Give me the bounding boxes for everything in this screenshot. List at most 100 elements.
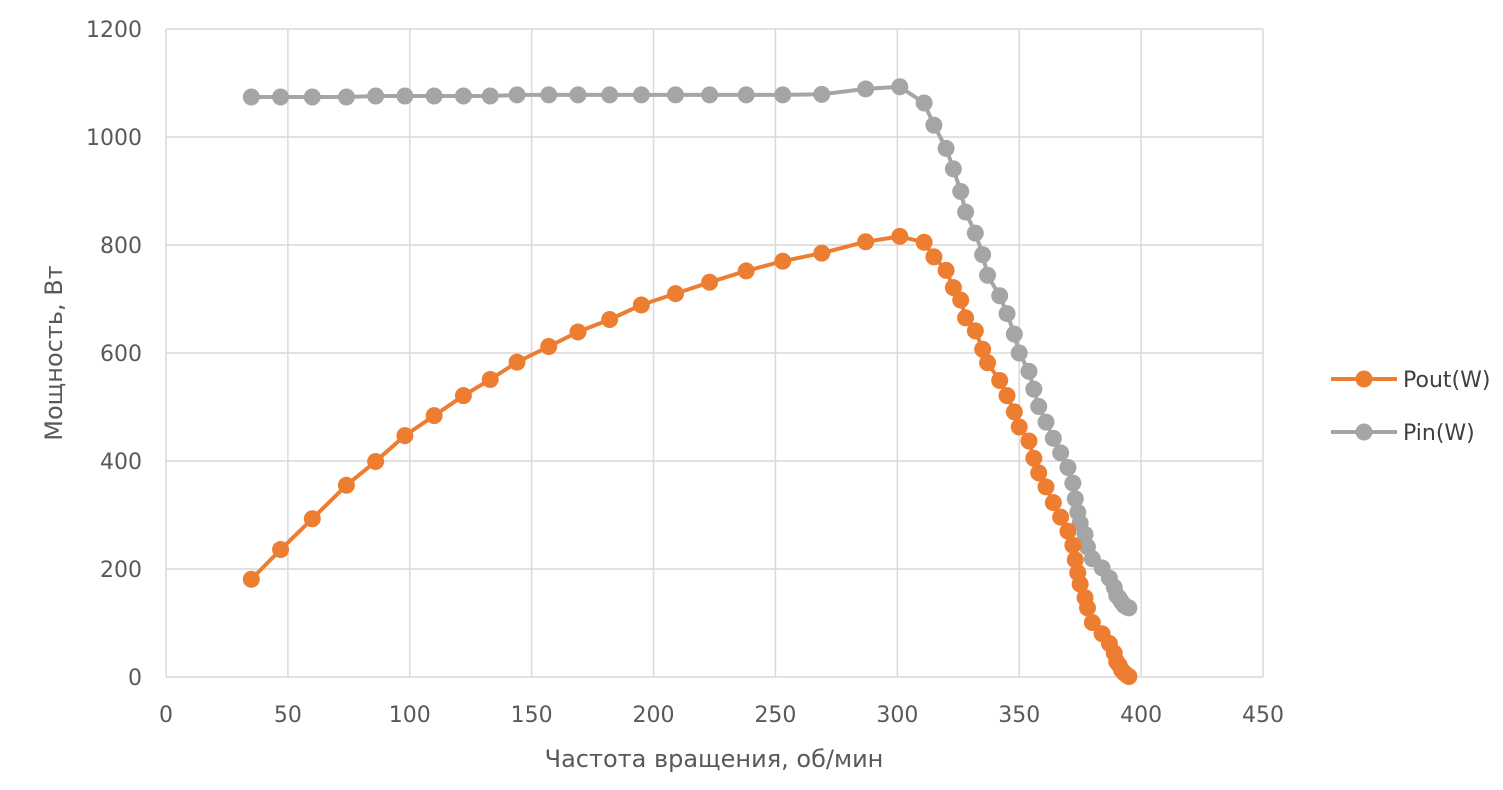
data-point bbox=[937, 261, 955, 279]
data-point bbox=[337, 88, 355, 106]
data-point bbox=[1064, 474, 1082, 492]
data-point bbox=[701, 86, 719, 104]
data-point bbox=[966, 322, 984, 340]
data-point bbox=[944, 279, 962, 297]
data-point bbox=[998, 305, 1016, 323]
data-point bbox=[774, 86, 792, 104]
x-tick-label: 150 bbox=[511, 703, 553, 728]
data-point bbox=[272, 541, 290, 559]
x-tick-label: 200 bbox=[633, 703, 675, 728]
y-tick-labels: 0 200 400 600 800 1000 1200 bbox=[86, 18, 142, 691]
data-point bbox=[632, 296, 650, 314]
legend-item: Pout(W) bbox=[1331, 368, 1490, 393]
series-pin-w- bbox=[242, 78, 1138, 617]
legend: Pout(W) Pin(W) bbox=[1331, 368, 1490, 446]
x-tick-label: 50 bbox=[274, 703, 302, 728]
data-point bbox=[367, 87, 385, 105]
data-point bbox=[1030, 464, 1048, 482]
data-point bbox=[813, 244, 831, 262]
data-point bbox=[481, 370, 499, 388]
data-point bbox=[998, 387, 1016, 405]
data-point bbox=[1020, 432, 1038, 450]
data-point bbox=[957, 309, 975, 327]
data-point bbox=[1083, 613, 1101, 631]
x-tick-labels: 0 50 100 150 200 250 300 350 400 450 bbox=[159, 703, 1284, 728]
data-point bbox=[242, 88, 260, 106]
data-point bbox=[957, 203, 975, 221]
data-point bbox=[632, 86, 650, 104]
series-layer bbox=[242, 78, 1138, 685]
x-tick-label: 100 bbox=[389, 703, 431, 728]
data-point bbox=[1052, 444, 1070, 462]
data-point bbox=[1005, 325, 1023, 343]
data-point bbox=[966, 224, 984, 242]
x-tick-label: 400 bbox=[1120, 703, 1162, 728]
data-point bbox=[601, 311, 619, 329]
data-point bbox=[1078, 599, 1096, 617]
data-point bbox=[925, 248, 943, 266]
x-tick-label: 450 bbox=[1242, 703, 1284, 728]
data-point bbox=[396, 87, 414, 105]
data-point bbox=[1064, 536, 1082, 554]
data-point bbox=[569, 86, 587, 104]
data-point bbox=[979, 354, 997, 372]
y-tick-label: 800 bbox=[100, 234, 142, 259]
data-point bbox=[1010, 344, 1028, 362]
data-point bbox=[701, 273, 719, 291]
legend-item: Pin(W) bbox=[1331, 421, 1475, 446]
data-point bbox=[396, 427, 414, 445]
data-point bbox=[737, 86, 755, 104]
data-point bbox=[944, 160, 962, 178]
data-point bbox=[891, 78, 909, 96]
data-point bbox=[915, 94, 933, 112]
data-point bbox=[915, 233, 933, 251]
data-point bbox=[425, 407, 443, 425]
data-point bbox=[979, 266, 997, 284]
y-axis-title: Мощность, Вт bbox=[40, 265, 68, 440]
legend-marker bbox=[1355, 370, 1373, 388]
data-point bbox=[774, 252, 792, 270]
data-point bbox=[1120, 667, 1138, 685]
y-tick-label: 0 bbox=[128, 666, 142, 691]
data-point bbox=[303, 510, 321, 528]
data-point bbox=[1020, 362, 1038, 380]
data-point bbox=[569, 323, 587, 341]
y-tick-label: 1000 bbox=[86, 126, 142, 151]
data-point bbox=[1025, 380, 1043, 398]
data-point bbox=[1010, 418, 1028, 436]
legend-label: Pout(W) bbox=[1403, 368, 1490, 393]
data-point bbox=[1025, 449, 1043, 467]
data-point bbox=[952, 291, 970, 309]
data-point bbox=[1071, 575, 1089, 593]
data-point bbox=[857, 80, 875, 98]
data-point bbox=[666, 86, 684, 104]
data-point bbox=[666, 285, 684, 303]
x-tick-label: 300 bbox=[876, 703, 918, 728]
data-point bbox=[974, 246, 992, 264]
data-point bbox=[1052, 508, 1070, 526]
data-point bbox=[991, 287, 1009, 305]
legend-marker bbox=[1355, 423, 1373, 441]
data-point bbox=[303, 88, 321, 106]
data-point bbox=[454, 387, 472, 405]
series-pout-w- bbox=[242, 227, 1138, 685]
data-point bbox=[1066, 490, 1084, 508]
legend-label: Pin(W) bbox=[1403, 421, 1475, 446]
data-point bbox=[1044, 494, 1062, 512]
gridlines bbox=[165, 28, 1264, 678]
x-axis-title: Частота вращения, об/мин bbox=[545, 745, 884, 773]
data-point bbox=[891, 227, 909, 245]
data-point bbox=[857, 233, 875, 251]
data-point bbox=[974, 340, 992, 358]
data-point bbox=[337, 476, 355, 494]
data-point bbox=[1030, 397, 1048, 415]
data-point bbox=[454, 87, 472, 105]
series-line bbox=[251, 84, 1130, 610]
data-point bbox=[1120, 599, 1138, 617]
data-point bbox=[937, 139, 955, 157]
data-point bbox=[425, 87, 443, 105]
data-point bbox=[952, 183, 970, 201]
x-tick-label: 0 bbox=[159, 703, 173, 728]
data-point bbox=[367, 453, 385, 471]
